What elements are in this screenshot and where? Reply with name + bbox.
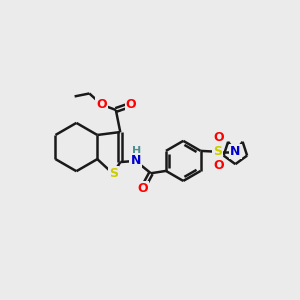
Text: S: S (213, 145, 222, 158)
Text: S: S (109, 167, 118, 180)
Text: O: O (213, 159, 224, 172)
Text: O: O (137, 182, 148, 195)
Text: O: O (126, 98, 136, 111)
Text: N: N (230, 145, 241, 158)
Text: H: H (131, 146, 141, 156)
Text: N: N (130, 154, 141, 167)
Text: O: O (213, 131, 224, 144)
Text: O: O (96, 98, 107, 111)
